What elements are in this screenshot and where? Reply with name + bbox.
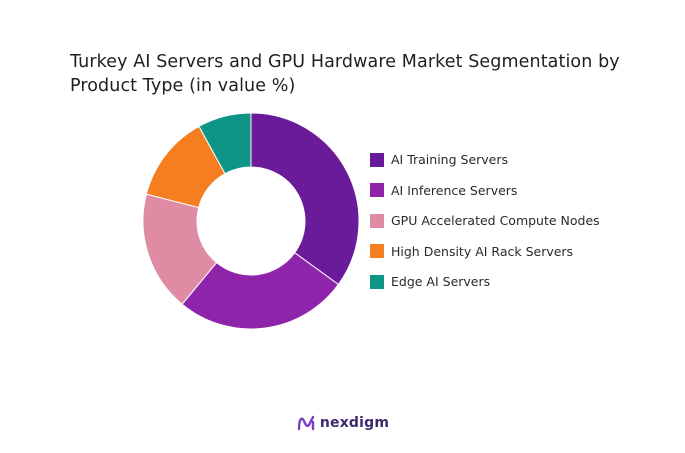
legend-swatch: [370, 152, 384, 167]
nexdigm-logo-icon: [297, 415, 315, 431]
legend-swatch: [370, 274, 384, 289]
legend-item: AI Inference Servers: [370, 183, 600, 198]
chart-legend: AI Training Servers AI Inference Servers G…: [370, 152, 600, 305]
donut-slice-edge-ai-servers: [198, 112, 252, 175]
legend-item: AI Training Servers: [370, 152, 600, 167]
brand-name: nexdigm: [319, 415, 390, 431]
legend-label: Edge AI Servers: [391, 274, 491, 289]
legend-item: High Density AI Rack Servers: [370, 244, 600, 259]
legend-label: AI Training Servers: [391, 152, 509, 167]
legend-label: AI Inference Servers: [391, 182, 518, 198]
donut-slice-gpu-accelerated-compute-nodes: [142, 193, 218, 305]
chart-title: Turkey AI Servers and GPU Hardware Marke…: [70, 50, 630, 98]
donut-slice-ai-training-servers: [250, 112, 360, 286]
legend-swatch: [370, 183, 384, 197]
legend-item: GPU Accelerated Compute Nodes: [370, 213, 600, 228]
donut-slice-ai-inference-servers: [181, 252, 340, 330]
legend-label: GPU Accelerated Compute Nodes: [391, 213, 600, 228]
legend-label: High Density AI Rack Servers: [391, 243, 574, 259]
brand-footer: nexdigm: [0, 413, 685, 433]
legend-swatch: [370, 244, 384, 258]
legend-swatch: [370, 213, 384, 228]
chart-title-line-2: Product Type (in value %): [70, 76, 296, 96]
legend-item: Edge AI Servers: [370, 274, 600, 289]
chart-title-line-1: Turkey AI Servers and GPU Hardware Marke…: [70, 52, 620, 72]
